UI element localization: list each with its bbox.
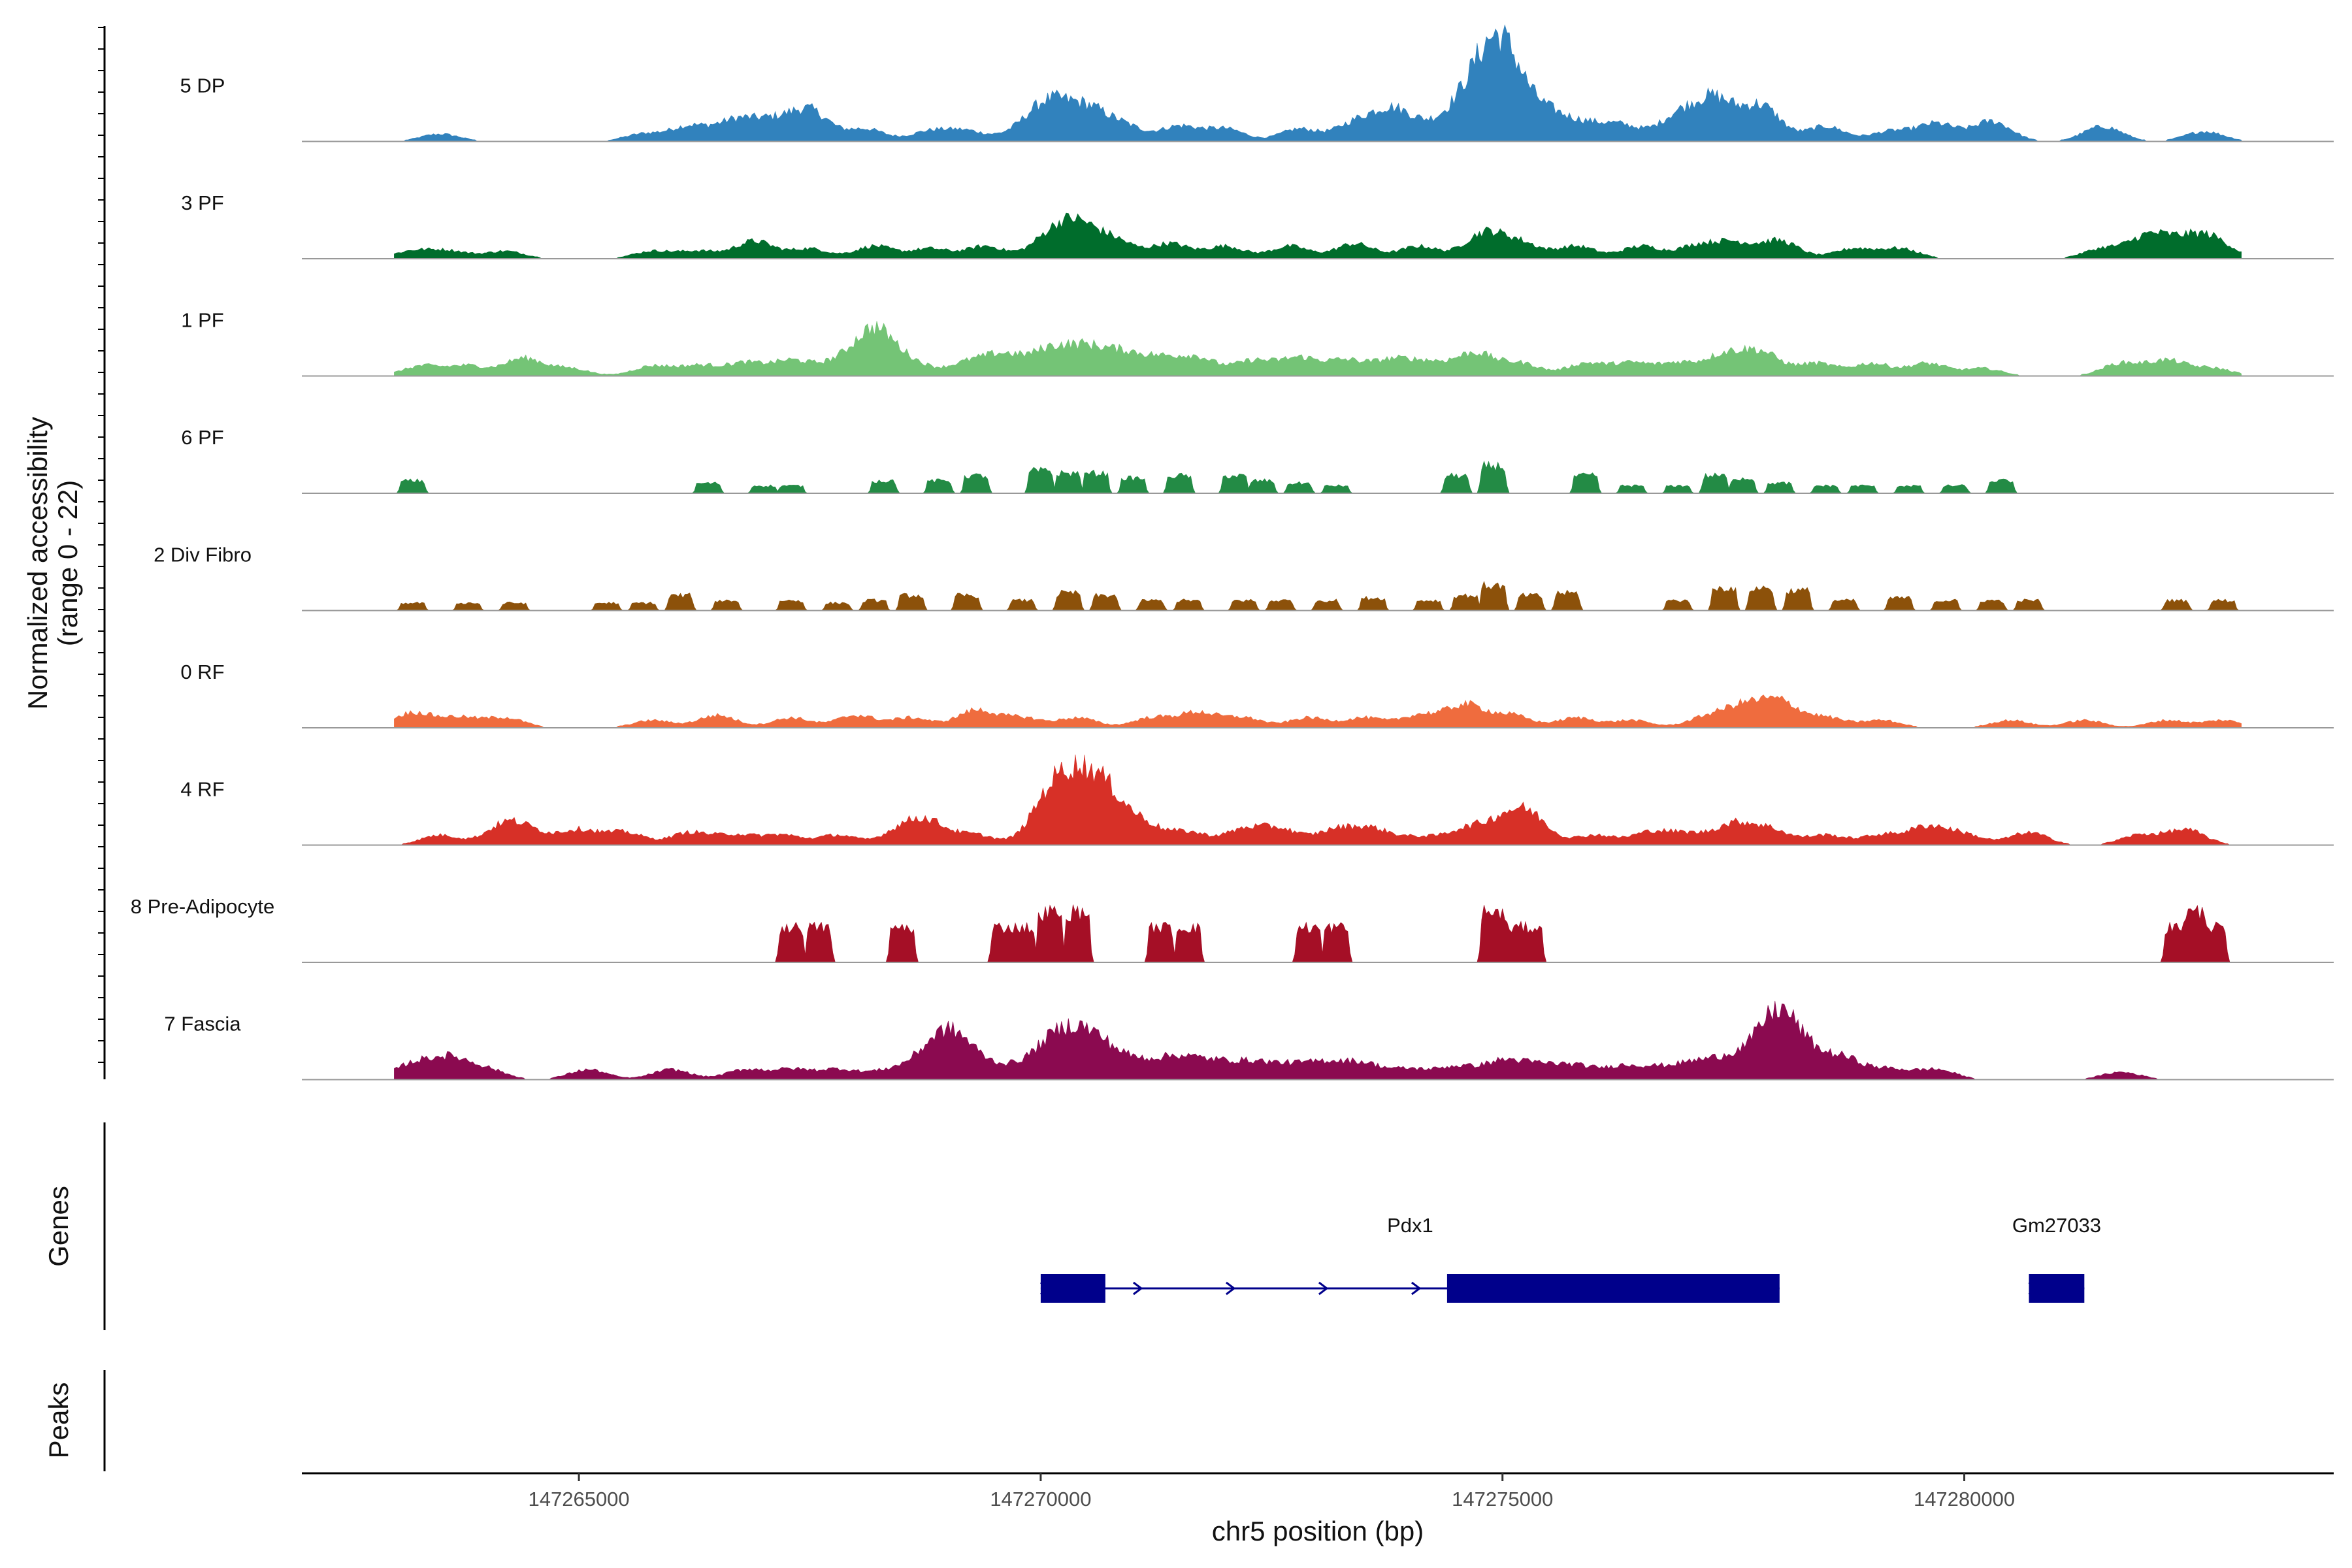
track-label: 0 RF bbox=[180, 661, 224, 683]
track-label: 6 PF bbox=[181, 426, 223, 449]
x-axis: 147265000 147270000 147275000 147280000 bbox=[529, 1473, 2015, 1511]
x-axis-title: chr5 position (bp) bbox=[1212, 1516, 1424, 1546]
coverage-y-axis bbox=[98, 26, 106, 1079]
coverage-area bbox=[394, 212, 2242, 259]
coverage-area bbox=[394, 460, 2242, 494]
track-5-dp: 5 DP bbox=[180, 24, 2334, 142]
strand-arrow bbox=[1226, 1281, 1236, 1296]
y-axis-title-line2: (range 0 - 22) bbox=[52, 480, 83, 646]
gene-exon bbox=[1040, 1274, 1105, 1303]
track-label: 3 PF bbox=[181, 191, 223, 214]
track-2-div-fibro: 2 Div Fibro bbox=[154, 544, 2334, 612]
coverage-area bbox=[394, 1000, 2242, 1080]
track-label: 4 RF bbox=[180, 778, 224, 801]
track-7-fascia: 7 Fascia bbox=[164, 1000, 2334, 1081]
track-3-pf: 3 PF bbox=[181, 191, 2334, 259]
peaks-panel-label: Peaks bbox=[43, 1382, 74, 1459]
track-label: 7 Fascia bbox=[164, 1013, 241, 1036]
coverage-area bbox=[394, 904, 2242, 963]
track-8-pre-adipocyte: 8 Pre-Adipocyte bbox=[131, 895, 2334, 963]
x-tick-label: 147280000 bbox=[1914, 1488, 2015, 1511]
coverage-area bbox=[394, 754, 2242, 845]
strand-arrow bbox=[1411, 1281, 1422, 1296]
x-tick-label: 147265000 bbox=[529, 1488, 630, 1511]
coverage-tracks: 5 DP 3 PF 1 PF 6 PF 2 Div Fibro 0 RF 4 RF 8 Pre… bbox=[131, 24, 2334, 1081]
coverage-area bbox=[394, 581, 2242, 611]
coverage-area bbox=[394, 24, 2242, 142]
track-label: 1 PF bbox=[181, 309, 223, 332]
x-tick-label: 147270000 bbox=[990, 1488, 1091, 1511]
strand-arrow bbox=[1318, 1281, 1329, 1296]
genes-panel-label: Genes bbox=[43, 1186, 74, 1267]
track-label: 8 Pre-Adipocyte bbox=[131, 895, 275, 918]
gene-exon bbox=[2029, 1274, 2085, 1303]
gene-pdx1: Pdx1 bbox=[1040, 1214, 1780, 1303]
track-label: 5 DP bbox=[180, 74, 225, 97]
gene-exon bbox=[1446, 1274, 1780, 1303]
gene-gm27033: Gm27033 bbox=[2012, 1214, 2101, 1303]
gene-label: Pdx1 bbox=[1387, 1214, 1433, 1237]
gene-label: Gm27033 bbox=[2012, 1214, 2101, 1237]
coverage-area bbox=[394, 694, 2242, 728]
track-6-pf: 6 PF bbox=[181, 426, 2334, 494]
x-tick-label: 147275000 bbox=[1452, 1488, 1553, 1511]
coverage-area bbox=[394, 321, 2242, 376]
gene-annotations: Pdx1 Gm27033 bbox=[1040, 1214, 2101, 1303]
track-0-rf: 0 RF bbox=[180, 661, 2334, 728]
track-label: 2 Div Fibro bbox=[154, 544, 252, 566]
track-1-pf: 1 PF bbox=[181, 309, 2334, 377]
strand-arrow bbox=[1133, 1281, 1143, 1296]
y-axis-title-line1: Normalized accessibility bbox=[22, 417, 53, 710]
track-4-rf: 4 RF bbox=[180, 754, 2334, 846]
